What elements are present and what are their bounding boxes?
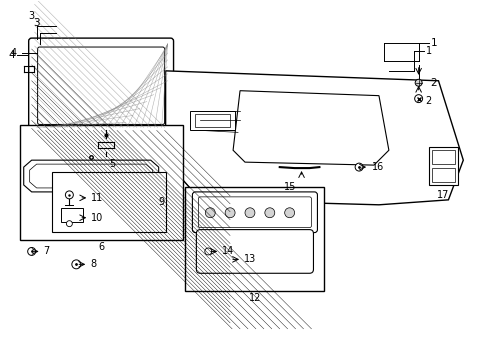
Text: 10: 10 (91, 213, 103, 223)
Text: 1: 1 (429, 38, 436, 48)
Bar (195, 113, 230, 127)
Text: 6: 6 (98, 242, 104, 252)
Text: 3: 3 (33, 18, 40, 28)
Text: 8: 8 (90, 259, 96, 269)
Circle shape (205, 208, 215, 218)
Text: 5: 5 (109, 159, 115, 169)
Polygon shape (24, 160, 158, 192)
Circle shape (264, 208, 274, 218)
Polygon shape (233, 91, 388, 165)
Text: 7: 7 (43, 247, 50, 256)
Text: 13: 13 (244, 255, 256, 264)
Bar (51, 172, 165, 231)
Circle shape (414, 79, 421, 86)
FancyBboxPatch shape (196, 230, 313, 273)
Bar (427, 147, 457, 185)
Bar (185, 187, 324, 291)
FancyBboxPatch shape (29, 38, 173, 133)
Text: 11: 11 (91, 193, 103, 203)
Circle shape (354, 163, 362, 171)
Circle shape (284, 208, 294, 218)
Text: 3: 3 (28, 11, 35, 21)
Circle shape (244, 208, 254, 218)
Text: 14: 14 (222, 247, 234, 256)
Circle shape (66, 221, 72, 227)
Bar (431, 168, 454, 182)
Text: 1: 1 (425, 46, 431, 56)
Text: 9: 9 (158, 197, 164, 207)
Text: 4: 4 (8, 50, 15, 60)
Circle shape (72, 260, 81, 269)
Text: 15: 15 (283, 182, 295, 192)
Bar (20, 125, 183, 239)
Bar (61, 208, 83, 222)
Circle shape (204, 248, 211, 255)
Text: 4: 4 (11, 48, 17, 58)
Text: 17: 17 (436, 190, 449, 200)
Bar (190, 111, 235, 130)
Circle shape (28, 247, 36, 255)
Text: 12: 12 (248, 293, 261, 303)
Text: 2: 2 (429, 78, 436, 88)
Circle shape (224, 208, 235, 218)
Bar (431, 150, 454, 164)
FancyBboxPatch shape (192, 192, 317, 233)
Text: 16: 16 (371, 162, 384, 172)
Circle shape (65, 191, 73, 199)
Polygon shape (165, 71, 462, 205)
Text: 2: 2 (425, 96, 431, 105)
